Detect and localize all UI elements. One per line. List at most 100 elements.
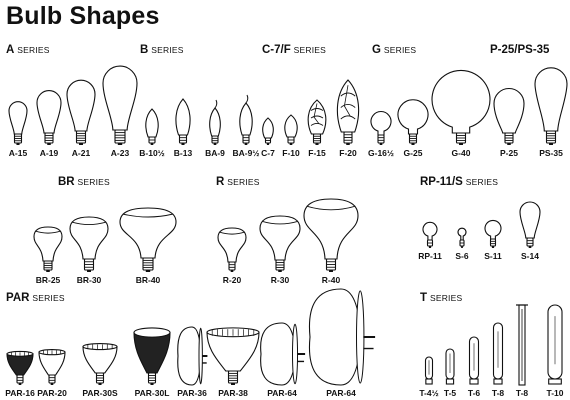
- series-word: SERIES: [383, 45, 417, 55]
- bulb-label: PAR-16: [5, 388, 35, 398]
- c-bulb-icon: [262, 117, 274, 145]
- series-heading-b: B SERIES: [140, 44, 184, 56]
- bulb-label: BR-30: [76, 275, 102, 285]
- series-word: SERIES: [151, 45, 184, 55]
- bulb-label: B-10½: [139, 148, 165, 158]
- bulb-label: A-19: [39, 148, 59, 158]
- bulb-label: F-15: [308, 148, 326, 158]
- bulb-label: G-16½: [368, 148, 394, 158]
- series-code: P-25/PS-35: [490, 44, 550, 56]
- bulb-label: RP-11: [418, 251, 442, 261]
- rp-bulb-icon: [422, 221, 438, 248]
- series-word: SERIES: [465, 177, 499, 187]
- series-heading-t: T SERIES: [420, 292, 462, 304]
- series-word: SERIES: [227, 177, 260, 187]
- series-code: BR: [58, 176, 75, 188]
- bulb-label: R-30: [270, 275, 290, 285]
- bulb-label: T-8: [491, 388, 505, 398]
- a-bulb-icon: [102, 65, 138, 145]
- bulb-label: R-20: [222, 275, 242, 285]
- r-reflector-icon: [303, 198, 359, 272]
- par-lamp-icon: [38, 348, 66, 385]
- bulb-label: F-20: [339, 148, 357, 158]
- a-bulb-icon: [66, 79, 96, 145]
- br-reflector-icon: [33, 226, 63, 272]
- s-bulb-icon: [457, 227, 467, 248]
- bulb-label: P-25: [500, 148, 518, 158]
- bulb-label: C-7: [261, 148, 275, 158]
- par-lamp-icon: [82, 343, 118, 385]
- ps-bulb-icon: [534, 67, 568, 145]
- series-word: SERIES: [429, 293, 463, 303]
- bulb-label: PAR-64: [326, 388, 356, 398]
- series-word: SERIES: [17, 45, 50, 55]
- series-code: B: [140, 44, 149, 56]
- bulb-label: T-6: [467, 388, 481, 398]
- series-code: T: [420, 292, 428, 304]
- globe-bulb-icon: [370, 110, 392, 145]
- bulb-label: G-40: [451, 148, 471, 158]
- series-heading-rp-11-s: RP-11/S SERIES: [420, 176, 498, 188]
- bulb-label: T-4½: [419, 388, 439, 398]
- par-sealed-beam-icon: [177, 326, 208, 386]
- series-heading-r: R SERIES: [216, 176, 260, 188]
- bulb-label: BA-9: [205, 148, 225, 158]
- series-word: SERIES: [77, 177, 110, 187]
- bulb-label: S-11: [484, 251, 502, 261]
- bulb-label: PAR-38: [218, 388, 248, 398]
- bulb-label: S-6: [455, 251, 469, 261]
- bulb-label: S-14: [521, 251, 539, 261]
- globe-bulb-icon: [431, 69, 491, 145]
- bulb-label: F-10: [282, 148, 300, 158]
- par-lamp-icon: [133, 327, 171, 385]
- b-bulb-icon: [145, 108, 159, 145]
- bulb-label: T-8: [515, 388, 529, 398]
- ba-flame-bulb-icon: [239, 94, 253, 145]
- a-bulb-icon: [8, 101, 28, 145]
- bulb-label: PAR-64: [267, 388, 297, 398]
- series-code: PAR: [6, 292, 30, 304]
- bulb-label: A-15: [8, 148, 28, 158]
- a-bulb-icon: [36, 90, 62, 145]
- tubular-bulb-icon: [445, 348, 455, 385]
- series-heading-par: PAR SERIES: [6, 292, 65, 304]
- bulb-label: T-5: [443, 388, 457, 398]
- series-code: A: [6, 44, 15, 56]
- par-lamp-icon: [206, 327, 260, 385]
- bulb-label: PAR-20: [37, 388, 67, 398]
- series-code: RP-11/S: [420, 176, 463, 188]
- series-code: R: [216, 176, 225, 188]
- bulb-label: B-13: [173, 148, 193, 158]
- br-reflector-icon: [69, 216, 109, 272]
- series-word: SERIES: [32, 293, 65, 303]
- s-bulb-icon: [519, 201, 541, 248]
- series-heading-a: A SERIES: [6, 44, 50, 56]
- series-heading-g: G SERIES: [372, 44, 416, 56]
- bulb-label: BA-9½: [232, 148, 260, 158]
- series-heading-c-7-f: C-7/F SERIES: [262, 44, 326, 56]
- tubular-bulb-icon: [516, 304, 528, 386]
- flame-bulb-icon: [336, 79, 360, 145]
- series-code: C-7/F: [262, 44, 291, 56]
- series-code: G: [372, 44, 381, 56]
- ba-flame-bulb-icon: [209, 99, 221, 145]
- bulb-label: R-40: [321, 275, 341, 285]
- bulb-label: BR-40: [135, 275, 161, 285]
- series-heading-p-25-ps-35: P-25/PS-35: [490, 44, 549, 56]
- tubular-bulb-icon: [492, 322, 504, 385]
- p-bulb-icon: [493, 88, 525, 145]
- globe-bulb-icon: [397, 99, 429, 145]
- bulb-label: A-21: [71, 148, 91, 158]
- bulb-label: BR-25: [35, 275, 61, 285]
- tubular-bulb-icon: [468, 336, 480, 385]
- series-heading-br: BR SERIES: [58, 176, 110, 188]
- bulb-label: PAR-30L: [134, 388, 170, 398]
- b-bulb-icon: [175, 98, 191, 145]
- br-reflector-icon: [119, 207, 177, 272]
- flame-bulb-icon: [284, 114, 298, 145]
- r-reflector-icon: [217, 227, 247, 272]
- par-sealed-beam-icon: [308, 288, 376, 386]
- bulb-label: T-10: [546, 388, 564, 398]
- tubular-bulb-icon: [424, 356, 434, 385]
